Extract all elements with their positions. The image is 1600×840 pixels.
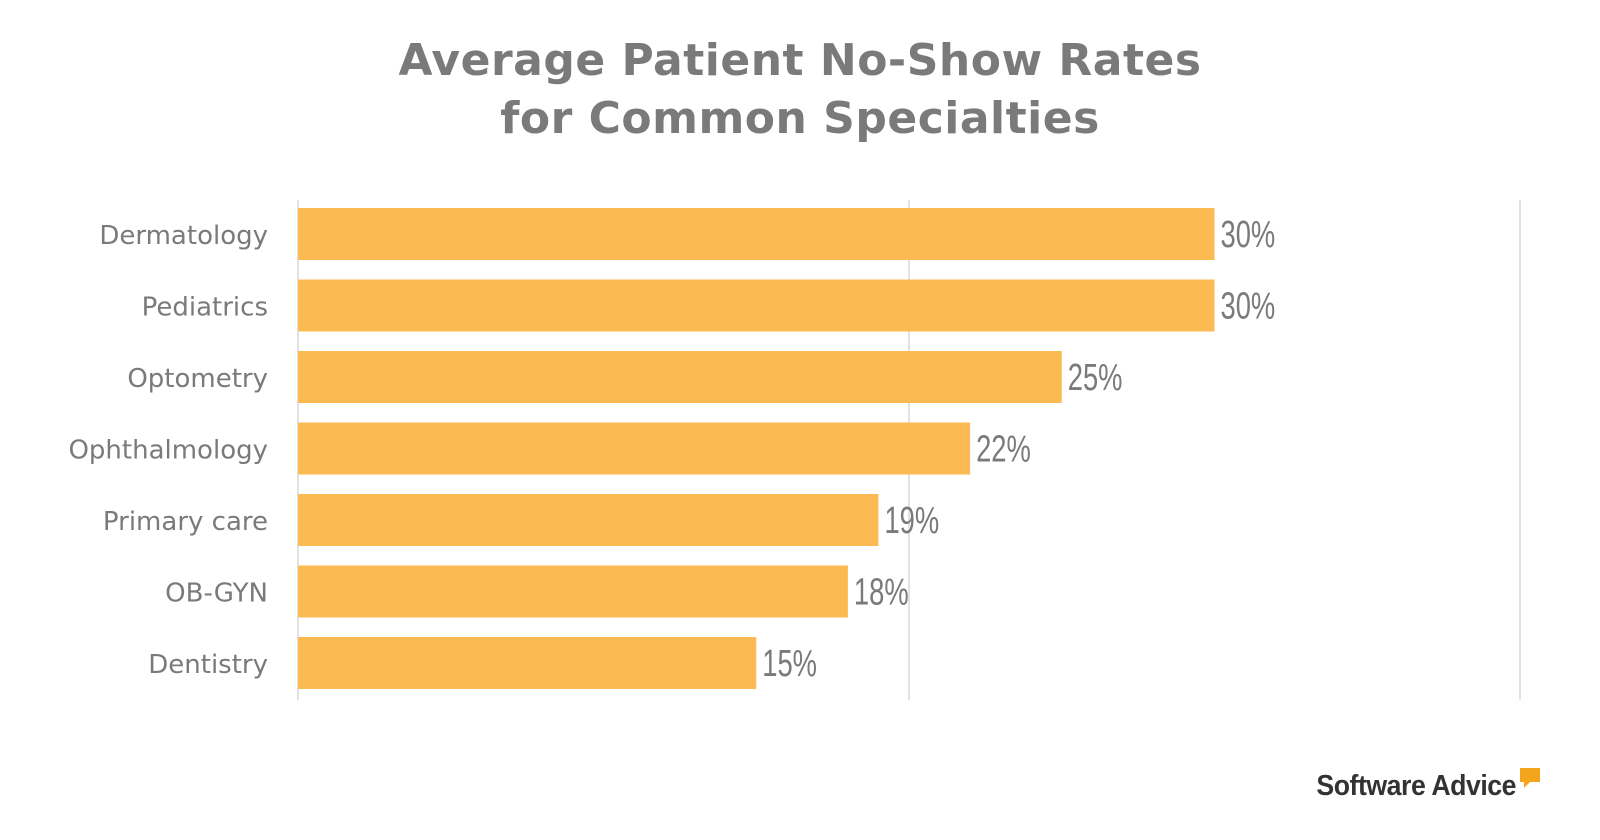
- chart-title: Average Patient No-Show Rates for Common…: [0, 32, 1600, 148]
- value-label-1: 30%: [1221, 285, 1276, 327]
- value-label-3: 22%: [976, 428, 1031, 470]
- bar-3: [298, 422, 971, 475]
- chart-title-line-2: for Common Specialties: [500, 93, 1100, 144]
- logo-text: Software Advice: [1316, 770, 1516, 802]
- bar-4: [298, 494, 879, 546]
- bar-1: [298, 279, 1215, 332]
- value-label-0: 30%: [1221, 214, 1276, 256]
- speech-bubble-icon: [1520, 768, 1540, 788]
- bar-0: [298, 208, 1215, 260]
- category-label-6: Dentistry: [148, 650, 268, 680]
- category-label-5: OB-GYN: [165, 579, 268, 609]
- chart-title-line-1: Average Patient No-Show Rates: [398, 35, 1202, 86]
- bar-6: [298, 637, 757, 689]
- bar-5: [298, 565, 848, 618]
- category-label-4: Primary care: [103, 507, 268, 537]
- software-advice-logo: Software Advice: [1299, 766, 1542, 806]
- value-label-4: 19%: [884, 500, 939, 542]
- value-label-6: 15%: [762, 643, 817, 685]
- bar-2: [298, 351, 1062, 403]
- category-label-2: Optometry: [127, 364, 268, 394]
- value-label-2: 25%: [1068, 357, 1123, 399]
- category-label-1: Pediatrics: [142, 293, 268, 323]
- category-label-3: Ophthalmology: [68, 436, 268, 466]
- value-label-5: 18%: [854, 571, 909, 613]
- category-label-0: Dermatology: [99, 221, 268, 251]
